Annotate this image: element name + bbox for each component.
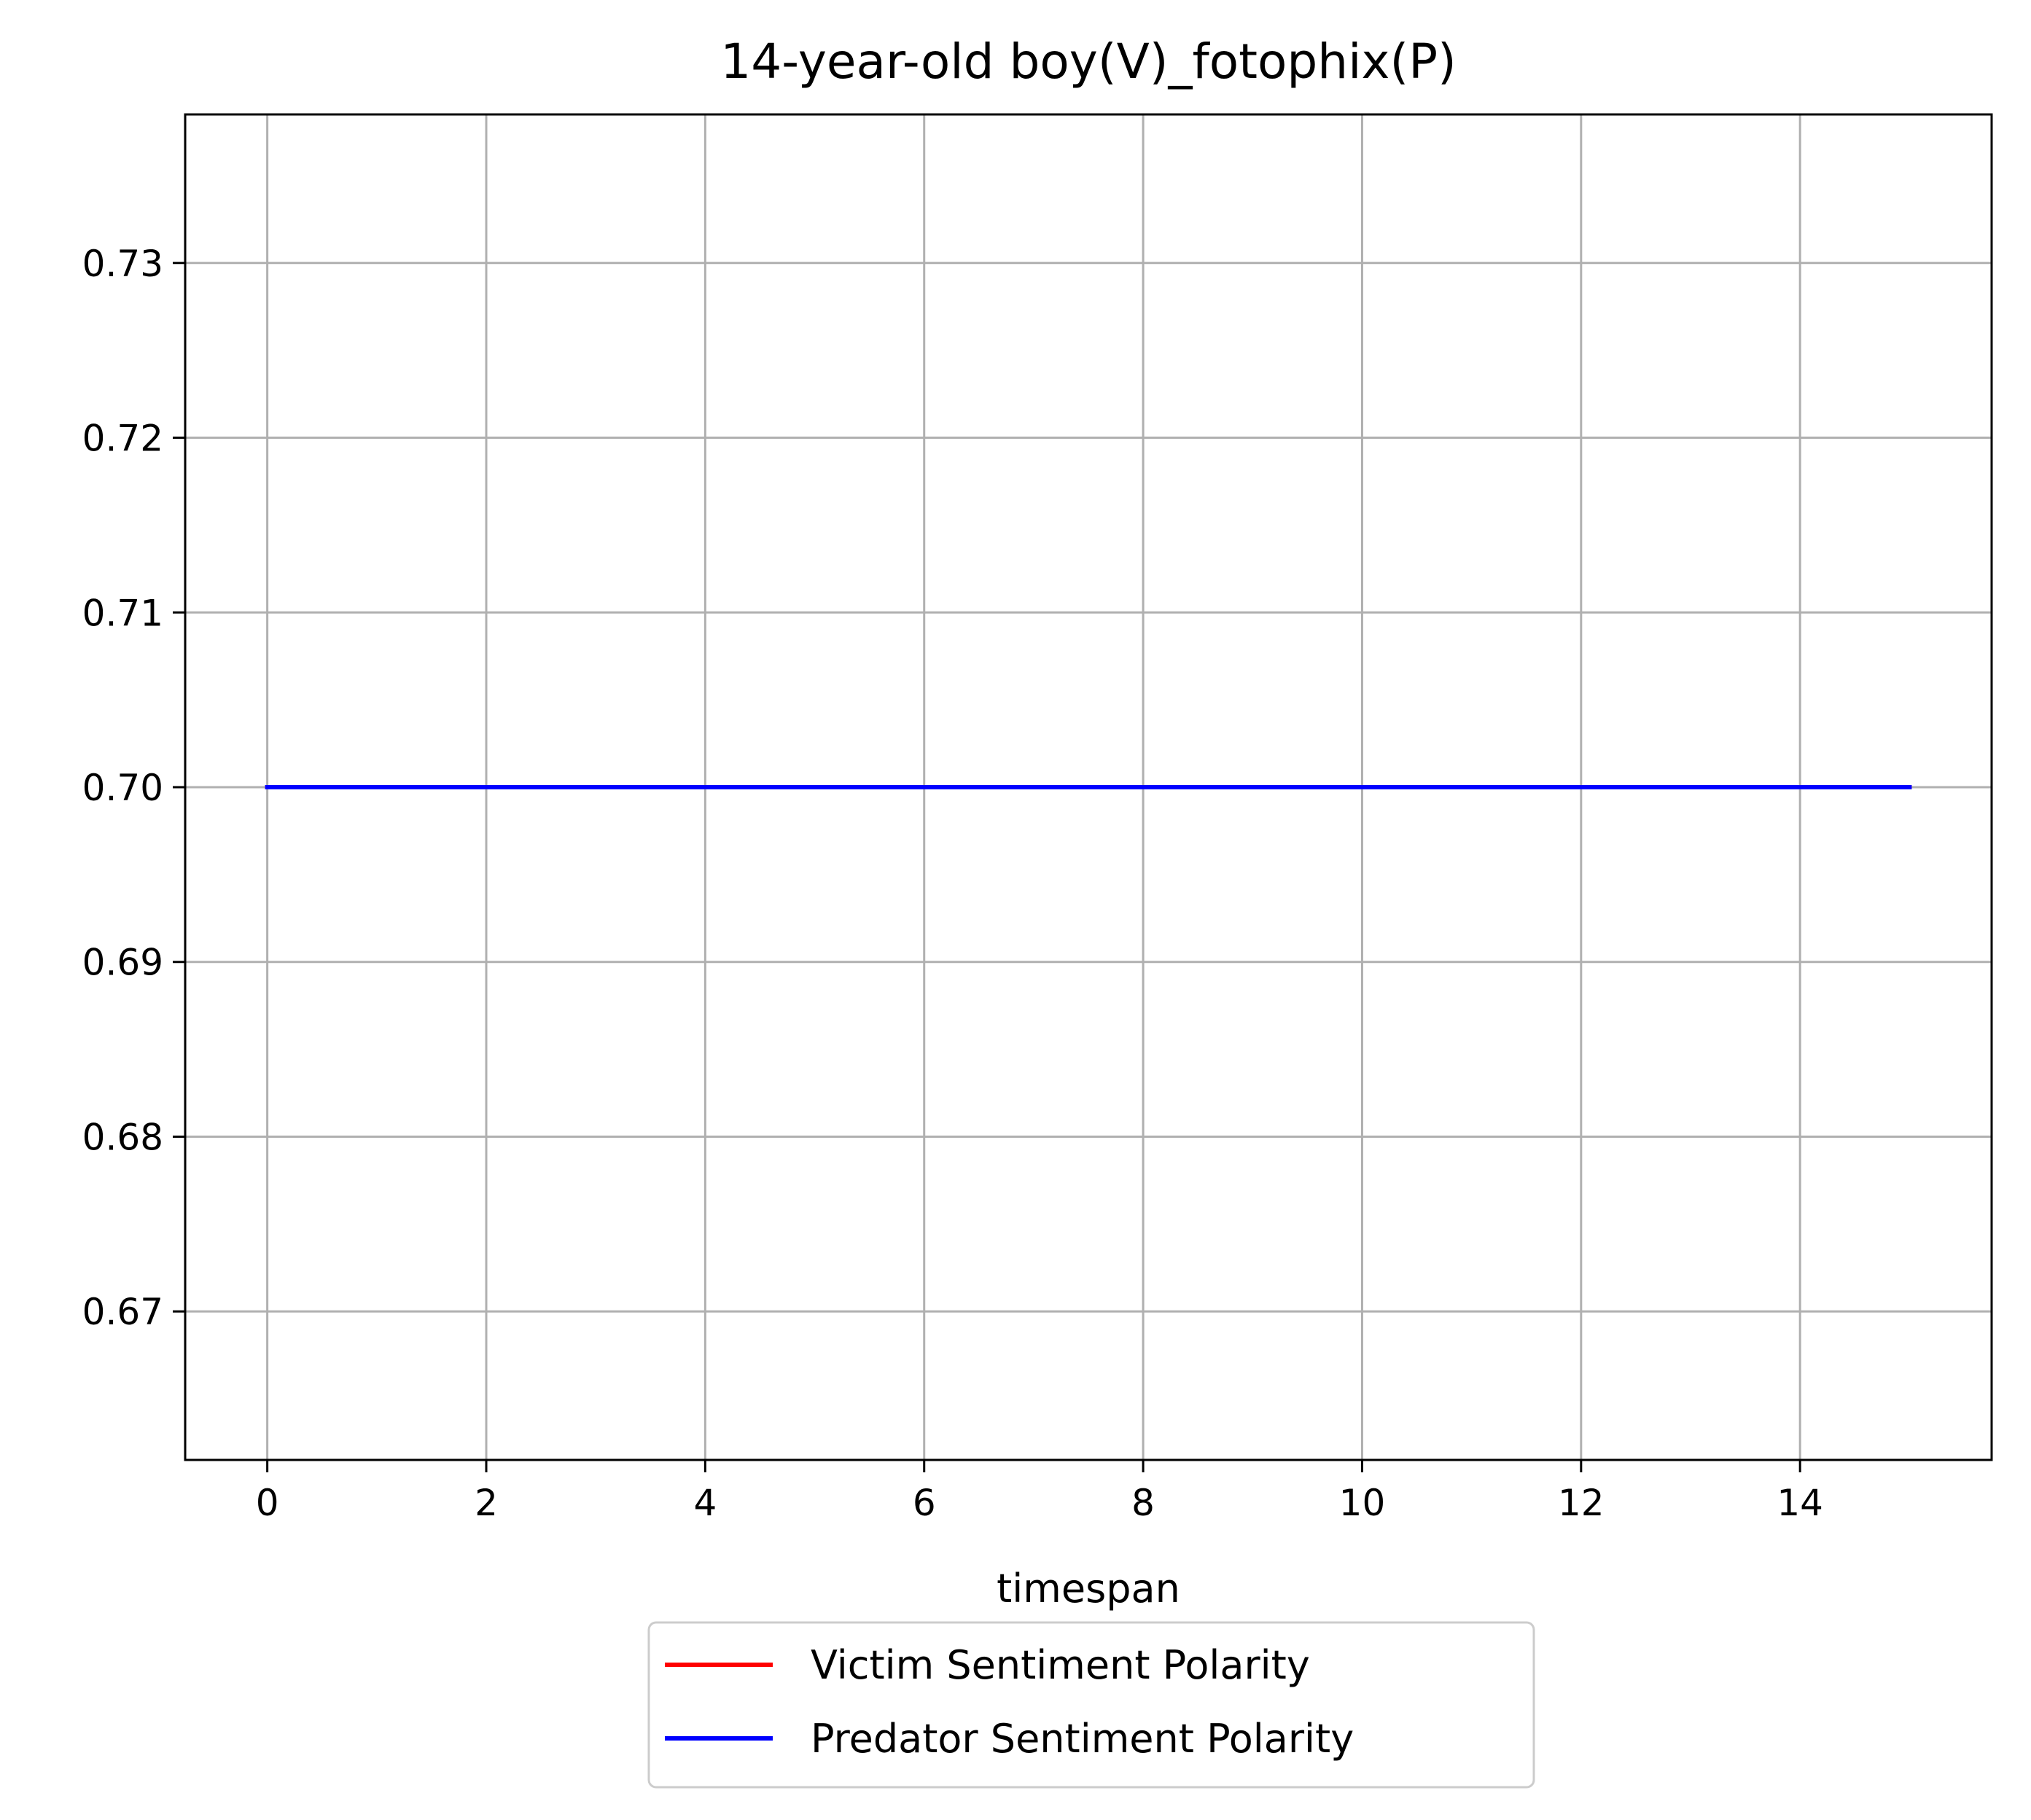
y-tick-label: 0.72 <box>82 418 163 460</box>
legend-label-victim: Victim Sentiment Polarity <box>811 1642 1310 1688</box>
y-tick-label: 0.70 <box>82 767 163 809</box>
y-tick-label: 0.71 <box>82 592 163 634</box>
ticks: 0 2 4 6 8 10 12 14 0.67 0.68 0.69 0.70 0.71 0.72 0.73 <box>82 243 1823 1524</box>
x-tick-label: 10 <box>1339 1482 1386 1524</box>
x-tick-label: 2 <box>475 1482 498 1524</box>
x-tick-label: 0 <box>256 1482 279 1524</box>
x-tick-label: 12 <box>1558 1482 1605 1524</box>
legend-frame <box>647 1621 1535 1789</box>
x-tick-label: 4 <box>693 1482 717 1524</box>
chart-title: 14-year-old boy(V)_fotophix(P) <box>720 34 1457 90</box>
legend: Victim Sentiment Polarity Predator Senti… <box>647 1621 1535 1789</box>
x-tick-label: 14 <box>1777 1482 1823 1524</box>
y-tick-label: 0.68 <box>82 1116 163 1158</box>
legend-label-predator: Predator Sentiment Polarity <box>811 1716 1354 1762</box>
x-axis-label: timespan <box>997 1566 1180 1612</box>
y-tick-label: 0.73 <box>82 243 163 285</box>
x-tick-label: 6 <box>913 1482 936 1524</box>
x-tick-label: 8 <box>1131 1482 1155 1524</box>
y-tick-label: 0.67 <box>82 1291 163 1333</box>
y-tick-label: 0.69 <box>82 942 163 984</box>
